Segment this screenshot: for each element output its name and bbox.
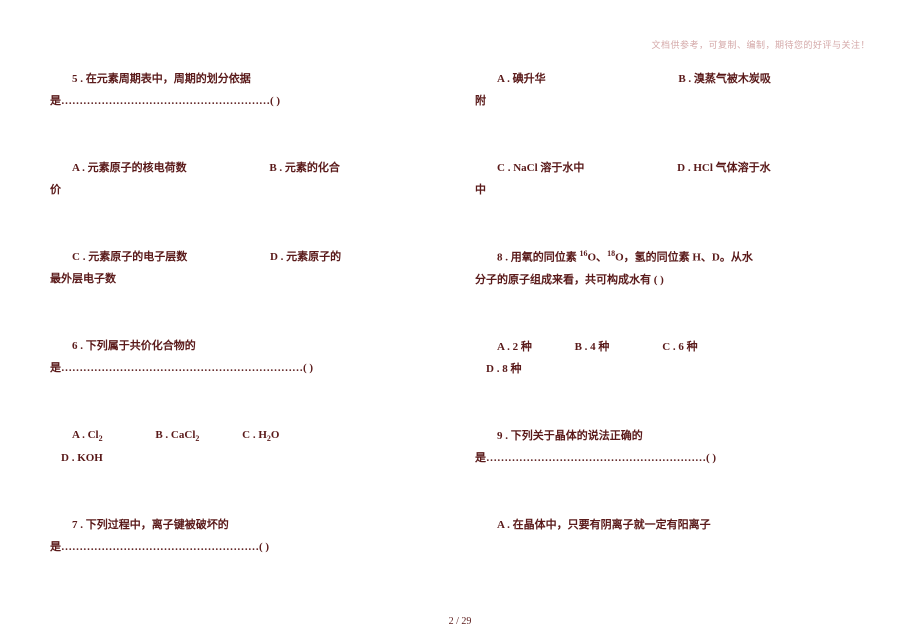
q6-cont: 是…………………………………………………………( ) [50,357,445,379]
q5-text: 5 . 在元素周期表中，周期的划分依据 [50,68,445,90]
q7-opt-b: B . 溴蒸气被木炭吸 [678,73,771,85]
q7-opt-c: C . NaCl 溶于水中 [475,157,584,179]
q5-b-cont: 价 [50,179,445,201]
page-content: 5 . 在元素周期表中，周期的划分依据 是…………………………………………………… [0,0,920,600]
q8-text1: 8 . 用氧的同位素 16O、18O，氢的同位素 H、D。从水 [475,246,870,269]
q7-options-ab: A . 碘升华 B . 溴蒸气被木炭吸 附 C . NaCl 溶于水中 D . … [475,68,870,201]
q9-opt-a: A . 在晶体中，只要有阴离子就一定有阳离子 [475,514,870,536]
q6-abc-line: A . Cl2 B . CaCl2 C . H2O [50,424,445,447]
page-number: 2 / 29 [449,616,472,627]
q7-opt-d: D . HCl 气体溶于水 [677,162,771,174]
question-7: 7 . 下列过程中，离子键被破坏的 是………………………………………………( ) [50,514,445,558]
q7-cont: 是………………………………………………( ) [50,536,445,558]
q5-d-cont: 最外层电子数 [50,268,445,290]
q8-abc-line: A . 2 种 B . 4 种 C . 6 种 [475,336,870,358]
q6-options: A . Cl2 B . CaCl2 C . H2O D . KOH [50,424,445,469]
q8-opt-a: A . 2 种 [497,341,532,353]
q5-ab-line: A . 元素原子的核电荷数 B . 元素的化合 [50,157,445,179]
q7-text: 7 . 下列过程中，离子键被破坏的 [50,514,445,536]
q5-options-cd: C . 元素原子的电子层数 D . 元素原子的 最外层电子数 [50,246,445,290]
q8-opt-c: C . 6 种 [662,341,697,353]
q6-opt-b: B . CaCl2 [155,429,199,441]
q9-text: 9 . 下列关于晶体的说法正确的 [475,425,870,447]
q5-cd-line: C . 元素原子的电子层数 D . 元素原子的 [50,246,445,268]
q8-opt-b: B . 4 种 [575,341,610,353]
question-8: 8 . 用氧的同位素 16O、18O，氢的同位素 H、D。从水 分子的原子组成来… [475,246,870,380]
q5-opt-c: C . 元素原子的电子层数 [50,246,187,268]
q7-d-cont: 中 [475,179,870,201]
watermark-text: 文档供参考，可复制、编制，期待您的好评与关注！ [651,38,870,51]
right-column: A . 碘升华 B . 溴蒸气被木炭吸 附 C . NaCl 溶于水中 D . … [460,68,870,580]
q6-opt-d: D . KOH [50,447,445,469]
q8-text2: 分子的原子组成来看，共可构成水有 ( ) [475,269,870,291]
q7-options-cd: C . NaCl 溶于水中 D . HCl 气体溶于水 中 [475,157,870,201]
q9-cont: 是……………………………………………………( ) [475,447,870,469]
q7-b-cont: 附 [475,90,870,112]
q5-options-ab: A . 元素原子的核电荷数 B . 元素的化合 价 [50,157,445,201]
left-column: 5 . 在元素周期表中，周期的划分依据 是…………………………………………………… [50,68,460,580]
q8-opt-d: D . 8 种 [475,358,870,380]
q6-opt-a: A . Cl2 [72,429,103,441]
q7-cd-line: C . NaCl 溶于水中 D . HCl 气体溶于水 [475,157,870,179]
q6-opt-c: C . H2O [242,429,279,441]
q6-text: 6 . 下列属于共价化合物的 [50,335,445,357]
q7-ab-line: A . 碘升华 B . 溴蒸气被木炭吸 [475,68,870,90]
q7-opt-a: A . 碘升华 [475,68,546,90]
q9-options: A . 在晶体中，只要有阴离子就一定有阳离子 [475,514,870,536]
question-9: 9 . 下列关于晶体的说法正确的 是……………………………………………………( … [475,425,870,536]
q8-options: A . 2 种 B . 4 种 C . 6 种 D . 8 种 [475,336,870,380]
q5-cont: 是…………………………………………………( ) [50,90,445,112]
question-6: 6 . 下列属于共价化合物的 是…………………………………………………………( … [50,335,445,469]
q5-opt-d: D . 元素原子的 [270,251,341,263]
question-5: 5 . 在元素周期表中，周期的划分依据 是…………………………………………………… [50,68,445,290]
q5-opt-b: B . 元素的化合 [269,162,340,174]
q5-opt-a: A . 元素原子的核电荷数 [50,157,187,179]
